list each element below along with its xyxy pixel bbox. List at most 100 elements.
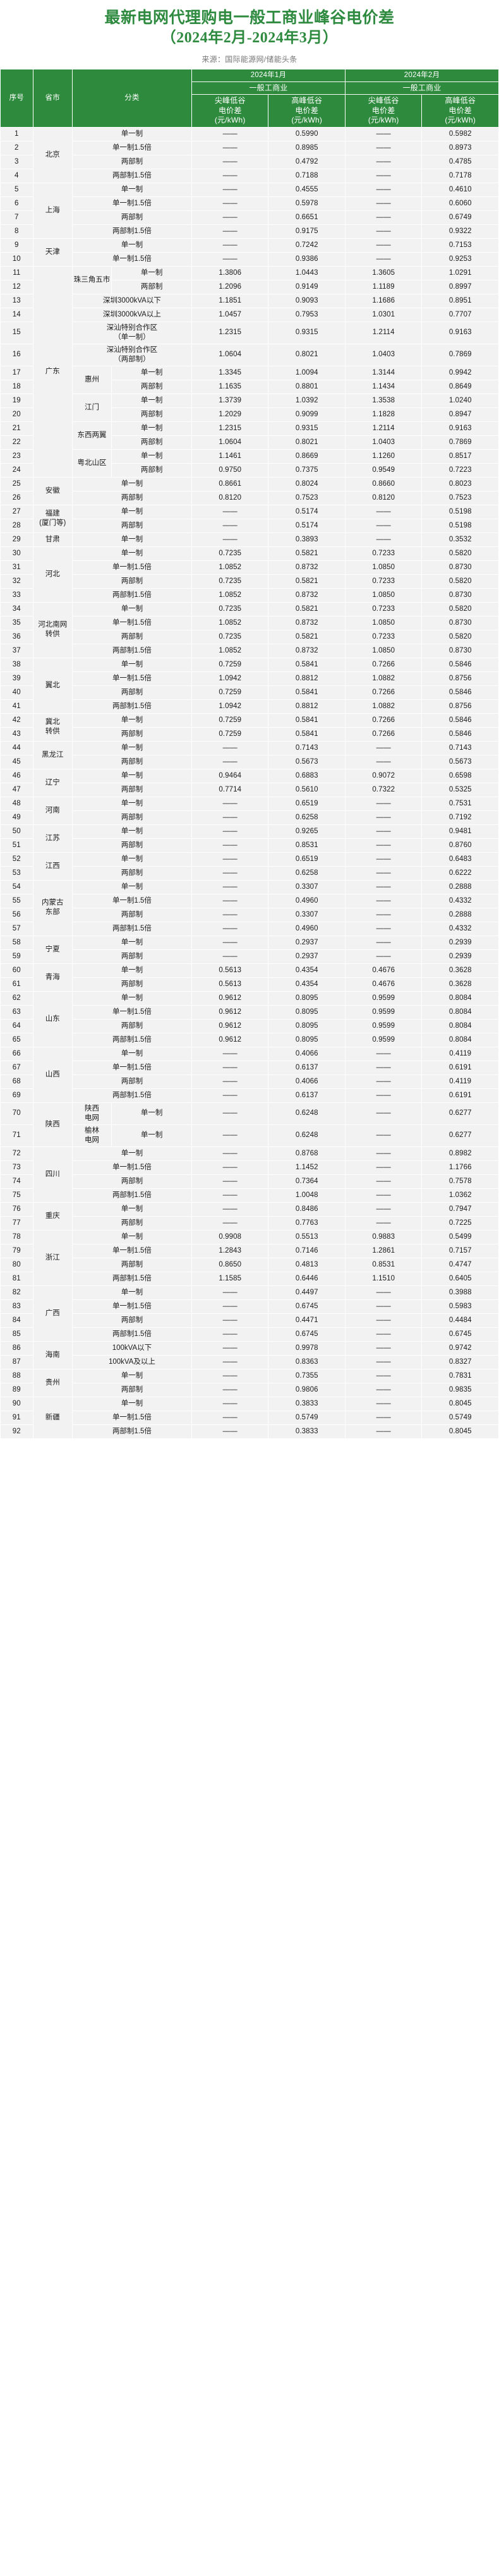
- table-row: 14 深圳3000kVA以上 1.0457 0.7953 1.0301 0.7707: [1, 308, 498, 322]
- cell-value-3: ——: [345, 1397, 422, 1411]
- cell-value-4: 0.6749: [422, 211, 498, 224]
- cell-index: 26: [1, 491, 33, 505]
- cell-value-3: ——: [345, 852, 422, 866]
- table-row: 71 榆林 电网 单一制 —— 0.6248 —— 0.6277: [1, 1124, 498, 1147]
- cell-category: 两部制1.5倍: [72, 922, 192, 936]
- cell-value-4: 0.9253: [422, 253, 498, 266]
- cell-category: 单一制: [72, 128, 192, 141]
- table-row: 7 两部制 —— 0.6651 —— 0.6749: [1, 211, 498, 224]
- table-row: 76 重庆 单一制 —— 0.8486 —— 0.7947: [1, 1202, 498, 1230]
- cell-value-4: 0.6745: [422, 1327, 498, 1341]
- cell-value-3: 1.0850: [345, 588, 422, 602]
- header-row-1: 序号 省市 分类 2024年1月 2024年2月: [1, 69, 498, 127]
- cell-index: 43: [1, 727, 33, 741]
- cell-value-1: ——: [192, 1411, 268, 1424]
- table-row: 46 辽宁 单一制 0.9464 0.6883 0.9072 0.6598: [1, 769, 498, 797]
- table-row: 69 两部制1.5倍 —— 0.6137 —— 0.6191: [1, 1088, 498, 1102]
- cell-index: 63: [1, 1005, 33, 1019]
- cell-value-3: ——: [345, 169, 422, 183]
- cell-category: 两部制: [72, 977, 192, 991]
- cell-index: 92: [1, 1424, 33, 1438]
- cell-value-4: 0.5198: [422, 519, 498, 533]
- th-index: 序号: [1, 69, 33, 127]
- cell-value-1: 0.5613: [192, 977, 268, 991]
- cell-index: 76: [1, 1202, 33, 1216]
- cell-value-4: 0.6191: [422, 1061, 498, 1074]
- cell-index: 78: [1, 1230, 33, 1244]
- cell-value-2: 0.7143: [268, 741, 345, 755]
- cell-value-1: ——: [192, 936, 268, 949]
- cell-province: 四川: [33, 1147, 72, 1202]
- cell-index: 20: [1, 407, 33, 421]
- cell-category: 两部制: [72, 949, 192, 963]
- cell-category: 两部制1.5倍: [72, 169, 192, 183]
- th-month2: 2024年2月: [345, 69, 498, 81]
- cell-value-1: ——: [192, 908, 268, 922]
- table-row: 10 单一制1.5倍 —— 0.9386 —— 0.9253: [1, 253, 498, 266]
- cell-index: 17: [1, 366, 33, 380]
- cell-value-4: 0.7831: [422, 1369, 498, 1383]
- th-high-peak-valley-m2: 高峰低谷 电价差 (元/kWh): [422, 95, 498, 127]
- cell-value-1: 1.3806: [192, 267, 268, 280]
- cell-category: 单一制: [72, 1202, 192, 1216]
- cell-value-1: 1.0604: [192, 344, 268, 366]
- table-row: 24 两部制 0.9750 0.7375 0.9549 0.7223: [1, 463, 498, 477]
- cell-value-4: 0.8982: [422, 1147, 498, 1160]
- cell-category: 两部制: [72, 685, 192, 699]
- cell-value-2: 0.9265: [268, 824, 345, 838]
- cell-value-3: 1.1828: [345, 407, 422, 421]
- cell-province: 福建 (厦门等): [33, 505, 72, 533]
- cell-index: 87: [1, 1355, 33, 1369]
- cell-value-1: 1.2315: [192, 322, 268, 344]
- cell-value-1: 1.0942: [192, 699, 268, 713]
- cell-value-4: 0.8327: [422, 1355, 498, 1369]
- cell-value-1: 0.9612: [192, 991, 268, 1005]
- table-row: 22 两部制 1.0604 0.8021 1.0403 0.7869: [1, 435, 498, 449]
- cell-category: 两部制: [72, 1383, 192, 1397]
- table-row: 29 甘肃 单一制 —— 0.3893 —— 0.3532: [1, 533, 498, 546]
- cell-index: 44: [1, 741, 33, 755]
- cell-category: 单一制: [72, 824, 192, 838]
- cell-index: 67: [1, 1061, 33, 1074]
- cell-value-3: ——: [345, 211, 422, 224]
- cell-value-3: 1.0850: [345, 560, 422, 574]
- table-row: 39 单一制1.5倍 1.0942 0.8812 1.0882 0.8756: [1, 671, 498, 685]
- cell-value-4: 0.5846: [422, 658, 498, 671]
- cell-value-2: 0.5841: [268, 685, 345, 699]
- cell-value-1: ——: [192, 1313, 268, 1327]
- cell-value-3: ——: [345, 155, 422, 169]
- cell-value-2: 0.5841: [268, 713, 345, 727]
- cell-province: 江苏: [33, 824, 72, 852]
- table-body: 1 北京 单一制 —— 0.5990 —— 0.5982 2 单一制1.5倍 —— 0.8985 ——…: [1, 128, 498, 1438]
- cell-value-1: ——: [192, 880, 268, 894]
- cell-value-2: 0.8486: [268, 1202, 345, 1216]
- cell-category: 单一制: [72, 477, 192, 491]
- cell-value-2: 0.7242: [268, 239, 345, 252]
- cell-value-3: ——: [345, 894, 422, 908]
- table-row: 57 两部制1.5倍 —— 0.4960 —— 0.4332: [1, 922, 498, 936]
- cell-index: 15: [1, 322, 33, 344]
- cell-index: 85: [1, 1327, 33, 1341]
- table-row: 6 单一制1.5倍 —— 0.5978 —— 0.6060: [1, 197, 498, 210]
- table-row: 73 单一制1.5倍 —— 1.1452 —— 1.1766: [1, 1160, 498, 1174]
- cell-value-4: 0.7947: [422, 1202, 498, 1216]
- cell-value-4: 0.6060: [422, 197, 498, 210]
- cell-province: 重庆: [33, 1202, 72, 1230]
- cell-value-2: 0.5978: [268, 197, 345, 210]
- cell-value-3: 1.0850: [345, 644, 422, 658]
- cell-value-1: 0.7235: [192, 630, 268, 644]
- table-row: 8 两部制1.5倍 —— 0.9175 —— 0.9322: [1, 225, 498, 238]
- table-row: 43 两部制 0.7259 0.5841 0.7266 0.5846: [1, 727, 498, 741]
- cell-value-2: 0.6745: [268, 1327, 345, 1341]
- table-row: 2 单一制1.5倍 —— 0.8985 —— 0.8973: [1, 141, 498, 155]
- cell-value-4: 0.8084: [422, 991, 498, 1005]
- cell-value-3: 1.0882: [345, 671, 422, 685]
- cell-value-1: 1.0942: [192, 671, 268, 685]
- cell-value-1: 1.0852: [192, 644, 268, 658]
- cell-value-4: 0.2939: [422, 949, 498, 963]
- cell-category: 两部制: [112, 463, 192, 477]
- cell-index: 56: [1, 908, 33, 922]
- cell-category: 单一制1.5倍: [72, 1299, 192, 1313]
- cell-value-1: ——: [192, 1299, 268, 1313]
- cell-value-3: 0.7322: [345, 783, 422, 797]
